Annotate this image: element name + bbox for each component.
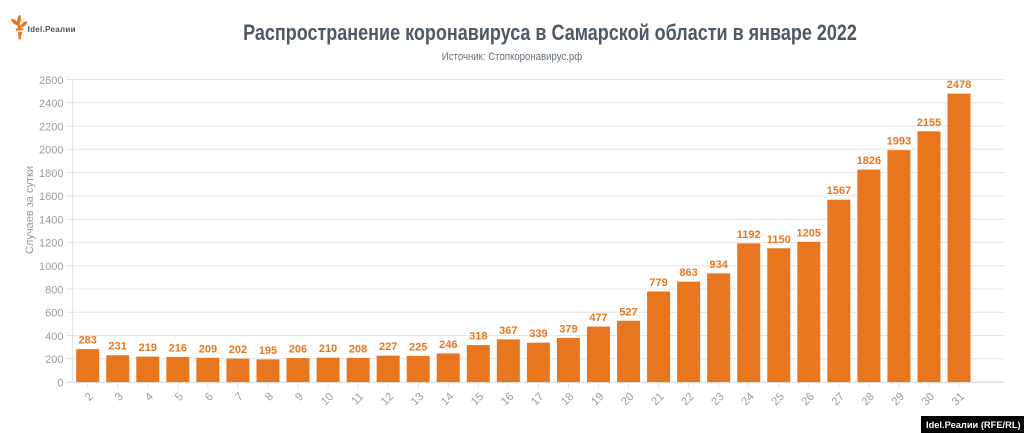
svg-text:210: 210 [319,343,337,355]
svg-text:246: 246 [439,339,457,351]
svg-text:1800: 1800 [39,168,63,180]
svg-text:1192: 1192 [737,229,761,241]
svg-text:1600: 1600 [39,191,63,203]
svg-text:2400: 2400 [39,98,63,110]
svg-text:779: 779 [649,277,667,289]
svg-text:20: 20 [619,391,636,408]
svg-text:2155: 2155 [917,117,941,129]
svg-text:934: 934 [710,259,729,271]
svg-text:29: 29 [890,391,907,408]
svg-text:1826: 1826 [857,155,881,167]
svg-text:1400: 1400 [39,215,63,227]
svg-text:28: 28 [860,391,877,408]
svg-text:202: 202 [229,344,247,356]
svg-text:2478: 2478 [947,79,971,91]
svg-text:2000: 2000 [39,145,63,157]
svg-text:400: 400 [45,331,63,343]
svg-text:25: 25 [770,391,787,408]
svg-text:200: 200 [45,354,63,366]
svg-text:527: 527 [619,306,637,318]
svg-text:0: 0 [57,377,63,389]
svg-text:14: 14 [439,391,456,408]
svg-text:231: 231 [109,341,127,353]
svg-text:19: 19 [589,391,606,408]
svg-text:13: 13 [409,391,426,408]
svg-text:5: 5 [173,391,186,404]
svg-text:21: 21 [649,391,666,408]
svg-text:Случаев за сутки: Случаев за сутки [24,166,36,254]
svg-text:1200: 1200 [39,238,63,250]
svg-text:7: 7 [233,391,246,404]
svg-text:227: 227 [379,341,397,353]
svg-text:1567: 1567 [827,185,851,197]
svg-text:477: 477 [589,312,607,324]
svg-text:1000: 1000 [39,261,63,273]
svg-text:208: 208 [349,343,367,355]
svg-text:318: 318 [469,331,487,343]
svg-text:16: 16 [499,391,516,408]
svg-text:30: 30 [920,391,937,408]
svg-text:379: 379 [559,324,577,336]
svg-text:22: 22 [679,391,696,408]
svg-text:2200: 2200 [39,121,63,133]
svg-text:283: 283 [79,335,97,347]
svg-text:9: 9 [293,391,306,404]
svg-text:24: 24 [739,391,756,408]
svg-text:206: 206 [289,344,307,356]
svg-text:367: 367 [499,325,517,337]
svg-text:225: 225 [409,341,427,353]
svg-text:1993: 1993 [887,136,911,148]
svg-text:6: 6 [203,391,216,404]
svg-text:10: 10 [319,391,336,408]
svg-text:1150: 1150 [767,234,791,246]
svg-text:3: 3 [113,391,126,404]
svg-text:863: 863 [679,267,697,279]
svg-text:17: 17 [529,391,546,408]
svg-text:2: 2 [83,391,96,404]
svg-text:15: 15 [469,391,486,408]
svg-text:339: 339 [529,328,547,340]
svg-text:27: 27 [830,391,847,408]
svg-text:219: 219 [139,342,157,354]
svg-text:4: 4 [143,391,156,404]
svg-text:26: 26 [800,391,817,408]
svg-text:2600: 2600 [39,75,63,87]
svg-text:23: 23 [709,391,726,408]
svg-text:18: 18 [559,391,576,408]
svg-text:1205: 1205 [797,227,821,239]
svg-text:8: 8 [263,391,276,404]
svg-text:216: 216 [169,343,187,355]
svg-text:195: 195 [259,345,277,357]
svg-text:600: 600 [45,308,63,320]
svg-text:800: 800 [45,284,63,296]
svg-text:11: 11 [349,391,366,408]
svg-text:12: 12 [379,391,396,408]
svg-text:31: 31 [950,391,967,408]
svg-text:209: 209 [199,343,217,355]
